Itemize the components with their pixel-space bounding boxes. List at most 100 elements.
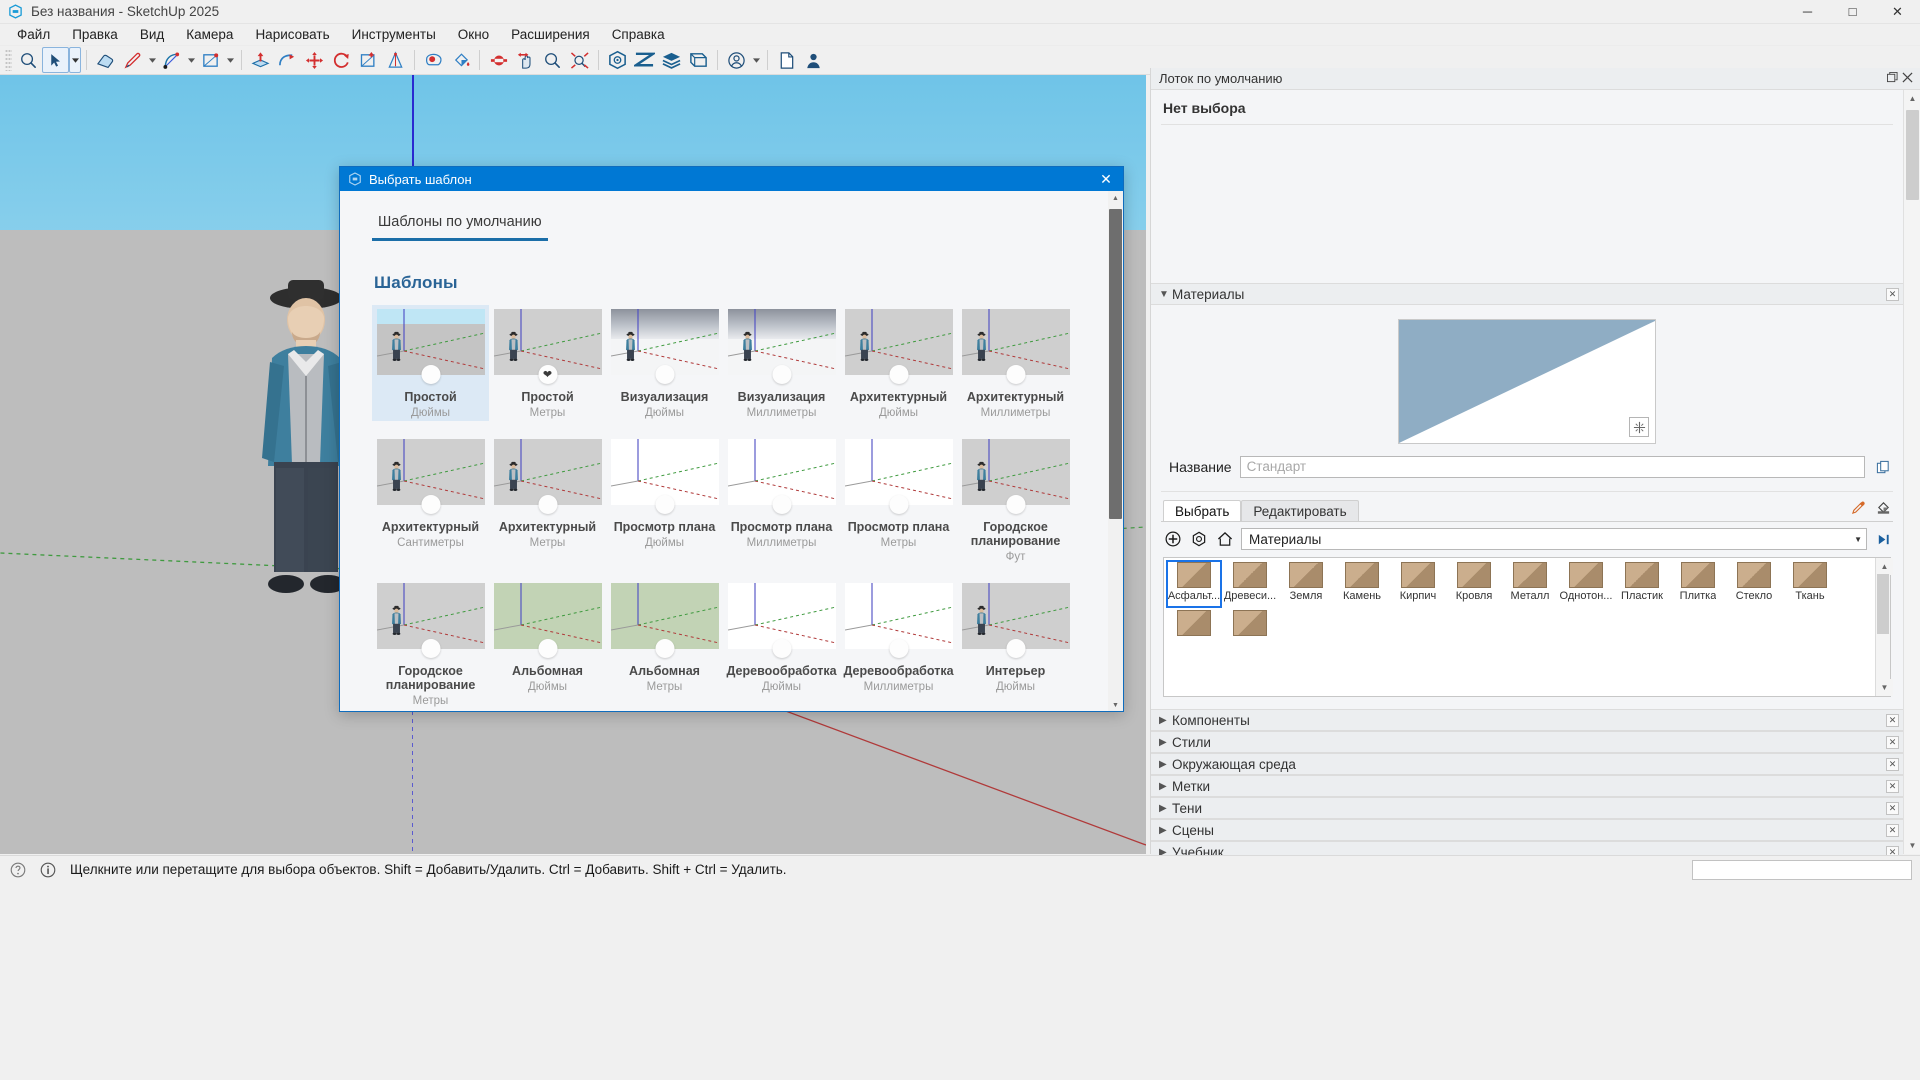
dialog-scroll-thumb[interactable] (1109, 209, 1122, 519)
home-icon[interactable] (1215, 529, 1235, 549)
favorite-button[interactable] (889, 495, 908, 514)
favorite-button[interactable] (772, 495, 791, 514)
favorite-button[interactable] (421, 639, 440, 658)
material-swatch[interactable] (1166, 608, 1222, 656)
new-page-icon[interactable] (773, 47, 800, 73)
template-thumbnail[interactable] (610, 309, 719, 375)
template-thumbnail[interactable] (610, 583, 719, 649)
favorite-button[interactable] (421, 365, 440, 384)
section-materials-header[interactable]: ▼ Материалы ✕ (1151, 283, 1903, 305)
favorite-button[interactable] (655, 639, 674, 658)
material-swatch[interactable]: Древеси... (1222, 560, 1278, 608)
minimize-button[interactable]: ─ (1802, 4, 1813, 19)
favorite-button[interactable] (1006, 639, 1025, 658)
details-icon[interactable] (1189, 529, 1209, 549)
offset-icon[interactable] (355, 47, 382, 73)
dialog-scrollbar[interactable]: ▲ ▼ (1108, 191, 1123, 711)
template-thumbnail[interactable] (493, 439, 602, 505)
menu-window[interactable]: Окно (457, 27, 490, 42)
material-name-input[interactable]: Стандарт (1239, 456, 1865, 478)
dialog-close-button[interactable]: ✕ (1100, 170, 1112, 187)
scroll-thumb[interactable] (1906, 110, 1919, 200)
menu-camera[interactable]: Камера (186, 27, 234, 42)
rectangle-icon[interactable] (197, 47, 224, 73)
follow-me-icon[interactable] (274, 47, 301, 73)
favorite-button[interactable] (538, 639, 557, 658)
template-card[interactable]: Городское планирование Фут (957, 435, 1074, 565)
material-swatch[interactable]: Ткань (1782, 560, 1838, 608)
pencil-line-icon[interactable] (119, 47, 146, 73)
template-thumbnail[interactable] (493, 309, 602, 375)
favorite-button[interactable] (772, 365, 791, 384)
eyedropper-icon[interactable] (1851, 500, 1866, 519)
favorite-button[interactable] (655, 365, 674, 384)
account-icon[interactable] (723, 47, 750, 73)
template-thumbnail[interactable] (844, 309, 953, 375)
add-icon[interactable] (1163, 529, 1183, 549)
zoom-extents-icon[interactable] (15, 47, 42, 73)
tray-section-close-icon[interactable]: ✕ (1886, 823, 1899, 837)
material-collection-select[interactable]: Материалы ▼ (1241, 528, 1867, 550)
swatch-scroll-down-icon[interactable]: ▼ (1876, 679, 1893, 696)
template-thumbnail[interactable] (844, 439, 953, 505)
material-swatch[interactable]: Пластик (1614, 560, 1670, 608)
tray-close-icon[interactable] (1902, 71, 1913, 86)
template-card[interactable]: ❤ Простой Метры (489, 305, 606, 421)
move-icon[interactable] (301, 47, 328, 73)
favorite-button[interactable] (655, 495, 674, 514)
rotate-icon[interactable] (328, 47, 355, 73)
template-card[interactable]: Простой Дюймы (372, 305, 489, 421)
material-swatch[interactable]: Металл (1502, 560, 1558, 608)
dialog-scroll-down-icon[interactable]: ▼ (1112, 702, 1119, 709)
pan-icon[interactable] (512, 47, 539, 73)
favorite-button[interactable] (1006, 495, 1025, 514)
tab-default-templates[interactable]: Шаблоны по умолчанию (372, 214, 548, 241)
zoom-icon[interactable] (539, 47, 566, 73)
arc-dropdown-arrow-icon[interactable] (185, 47, 197, 73)
scale-icon[interactable] (382, 47, 409, 73)
scroll-up-arrow-icon[interactable]: ▲ (1904, 90, 1920, 107)
arc-icon[interactable] (158, 47, 185, 73)
template-thumbnail[interactable] (610, 439, 719, 505)
paintbucket-icon[interactable] (1876, 500, 1891, 519)
menu-edit[interactable]: Правка (72, 27, 118, 42)
layers-icon[interactable] (658, 47, 685, 73)
template-thumbnail[interactable] (493, 583, 602, 649)
template-thumbnail[interactable] (844, 583, 953, 649)
template-thumbnail[interactable] (961, 583, 1070, 649)
swatch-scroll-thumb[interactable] (1877, 574, 1889, 634)
select-dropdown-arrow-icon[interactable] (69, 47, 81, 73)
template-card[interactable]: Визуализация Дюймы (606, 305, 723, 421)
material-swatch[interactable]: Кровля (1446, 560, 1502, 608)
template-thumbnail[interactable] (727, 439, 836, 505)
close-button[interactable]: ✕ (1892, 3, 1903, 19)
template-card[interactable]: Просмотр плана Миллиметры (723, 435, 840, 565)
material-swatch[interactable]: Земля (1278, 560, 1334, 608)
zoom-window-icon[interactable] (566, 47, 593, 73)
menu-extensions[interactable]: Расширения (511, 27, 590, 42)
push-pull-icon[interactable] (247, 47, 274, 73)
template-card[interactable]: Архитектурный Миллиметры (957, 305, 1074, 421)
menu-view[interactable]: Вид (139, 27, 165, 42)
template-card[interactable]: Архитектурный Сантиметры (372, 435, 489, 565)
tray-section-Окружающая среда[interactable]: ▶ Окружающая среда ✕ (1151, 753, 1903, 775)
sample-paint-icon[interactable] (1629, 417, 1649, 437)
material-swatch[interactable] (1222, 608, 1278, 656)
tray-section-close-icon[interactable]: ✕ (1886, 801, 1899, 815)
tray-section-close-icon[interactable]: ✕ (1886, 779, 1899, 793)
template-card[interactable]: Архитектурный Метры (489, 435, 606, 565)
tray-section-Тени[interactable]: ▶ Тени ✕ (1151, 797, 1903, 819)
material-swatch[interactable]: Плитка (1670, 560, 1726, 608)
line-dropdown-arrow-icon[interactable] (146, 47, 158, 73)
copy-icon[interactable] (1873, 457, 1893, 477)
template-card[interactable]: Городское планирование Метры (372, 579, 489, 709)
question-circle-icon[interactable] (6, 858, 30, 882)
template-card[interactable]: Альбомная Дюймы (489, 579, 606, 709)
tray-section-Метки[interactable]: ▶ Метки ✕ (1151, 775, 1903, 797)
template-thumbnail[interactable] (961, 309, 1070, 375)
menu-draw[interactable]: Нарисовать (255, 27, 330, 42)
template-thumbnail[interactable] (727, 309, 836, 375)
dimension-icon[interactable] (485, 47, 512, 73)
template-card[interactable]: Деревообработка Миллиметры (840, 579, 957, 709)
tray-section-Сцены[interactable]: ▶ Сцены ✕ (1151, 819, 1903, 841)
